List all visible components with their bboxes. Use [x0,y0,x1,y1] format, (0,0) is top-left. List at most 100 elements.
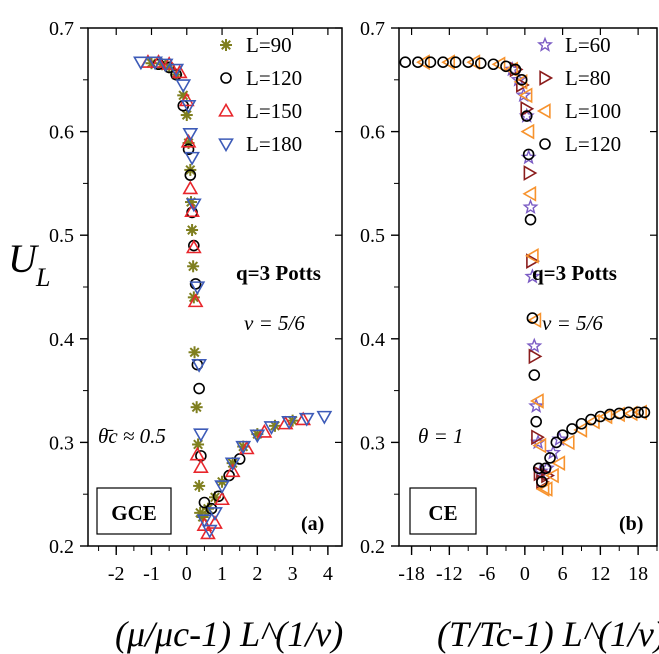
panel-b-nu-annotation: ν = 5/6 [542,311,603,335]
data-point-l-180 [168,63,185,78]
legend-marker [536,103,551,119]
data-point-l-120 [412,56,424,68]
data-point-l-120 [437,56,449,68]
data-point-l-150 [182,180,199,195]
legend-marker [220,39,232,51]
legend-label: L=150 [246,99,302,123]
y-tick-label: 0.3 [49,432,74,454]
x-tick-label: 2 [252,563,262,585]
x-tick-label: -1 [143,563,160,585]
panel-b-model-annotation: q=3 Potts [532,261,617,285]
data-point-l-100 [573,422,588,438]
data-point-l-100 [522,185,537,202]
data-point-l-100 [491,56,506,73]
data-point-l-90 [190,401,203,414]
x-tick-label: -12 [436,563,463,585]
data-point-l-180 [316,410,333,425]
data-point-l-150 [193,459,209,473]
data-point-l-120 [539,462,552,475]
legend-label: L=100 [565,99,621,123]
legend-marker [220,72,232,84]
data-point-l-90 [193,479,206,492]
data-point-l-180 [180,100,197,114]
x-tick-label: -2 [108,563,125,585]
panel-b-theta-annotation: θ = 1 [418,424,464,448]
y-tick-label: 0.4 [49,329,74,351]
data-point-l-120 [182,143,195,156]
x-tick-label: 12 [590,563,610,585]
x-tick-label: -6 [479,563,496,585]
data-point-l-100 [527,312,542,329]
data-point-l-180 [281,416,297,430]
data-point-l-120 [524,213,537,226]
legend-label: L=120 [565,132,621,156]
data-point-l-180 [235,440,252,455]
data-point-l-180 [249,429,266,444]
data-point-l-150 [238,440,255,455]
legend-marker [539,138,551,150]
data-point-l-180 [193,428,209,443]
data-point-l-90 [188,346,201,359]
data-point-l-120 [449,56,462,68]
data-point-l-150 [214,491,230,506]
data-point-l-60 [528,397,545,413]
data-point-l-150 [171,64,188,79]
data-point-l-150 [184,203,200,218]
y-tick-label: 0.6 [49,122,74,144]
data-point-l-120 [515,74,528,86]
panel-b-label: (b) [619,513,643,535]
data-point-l-120 [520,110,533,122]
data-point-l-150 [196,517,213,531]
panel-a-ticks: -2 -1 0 1 2 3 4 0.2 0.3 0.4 0.5 0.6 0.7 [49,18,342,585]
data-point-l-180 [201,524,218,539]
data-point-l-180 [196,514,213,529]
data-point-l-120 [632,406,644,419]
data-point-l-120 [522,148,535,161]
panel-a-theta-annotation: θ̄c ≈ 0.5 [98,424,166,448]
data-point-l-150 [224,463,241,478]
panel-b-box-frame [409,487,477,535]
data-point-l-180 [214,480,230,495]
data-point-l-100 [585,413,600,430]
data-point-l-180 [182,127,199,142]
data-point-l-180 [175,79,192,94]
x-tick-label: 3 [288,563,298,585]
data-point-l-100 [518,87,533,104]
panel-a-label: (a) [301,513,324,535]
panel-a-legend: L=90 L=120 L=150 L=180 [218,33,302,156]
data-point-l-120 [550,436,563,449]
data-point-l-100 [551,455,566,471]
data-point-l-120 [638,406,651,419]
y-axis-label: U [8,236,40,281]
data-point-l-150 [185,239,202,254]
x-tick-label: 4 [323,563,333,585]
panel-b-legend: L=60 L=80 L=100 L=120 [536,33,621,156]
panel-a-frame [87,27,343,547]
data-point-l-150 [256,423,273,438]
y-tick-label: 0.6 [360,122,385,144]
data-point-l-120 [532,462,545,475]
data-point-l-120 [184,169,197,181]
x-tick-label: -18 [398,563,425,585]
x-tick-label: 18 [628,563,648,585]
data-point-l-60 [545,444,562,460]
data-point-l-150 [189,446,206,461]
data-point-l-90 [192,438,205,451]
data-point-l-100 [538,481,553,497]
legend-label: L=120 [246,66,302,90]
data-point-l-180 [263,421,280,435]
data-point-l-100 [416,54,430,71]
data-point-l-120 [536,475,548,488]
legend-label: L=60 [565,33,611,57]
data-point-l-120 [566,423,578,435]
data-point-l-100 [532,437,547,454]
panel-a-plot: -2 -1 0 1 2 3 4 0.2 0.3 0.4 0.5 0.6 0.7 L=90 L=120 L=1… [49,18,343,654]
legend-label: L=80 [565,66,611,90]
data-point-l-120 [487,58,500,71]
y-tick-label: 0.3 [360,432,385,454]
data-point-l-80 [523,165,538,181]
data-point-l-150 [180,133,197,148]
data-point-l-60 [532,462,549,479]
panel-b-plot: -18 -12 -6 0 6 12 18 0.2 0.3 0.4 0.5 0.6 0.7 L=60 L=8… [360,18,659,654]
